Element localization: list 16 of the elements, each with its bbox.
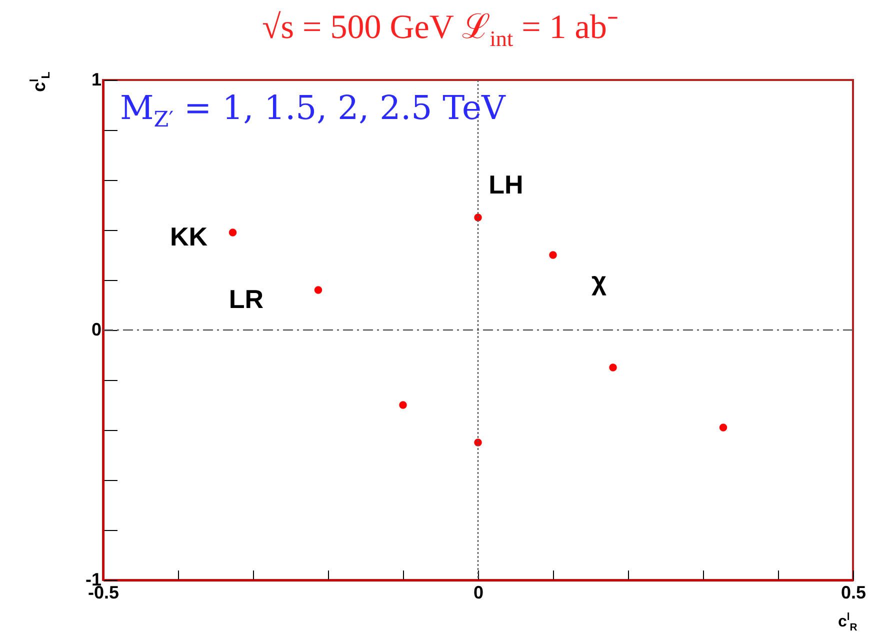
chart-subtitle: M$_{Z′}$ = 1, 1.5, 2, 2.5 TeV	[120, 88, 506, 133]
annotation: KK	[170, 222, 208, 252]
point	[609, 364, 617, 372]
point	[314, 286, 322, 294]
x-tick-label: 0	[473, 582, 484, 602]
annotation: χ	[592, 266, 607, 296]
y-tick-label: 0	[91, 320, 102, 340]
annotation: LH	[488, 170, 524, 200]
point	[228, 228, 237, 236]
point	[399, 401, 407, 409]
y-tick-label: 1	[91, 70, 102, 90]
chart-title: √s = 500 GeV ℒ$_{int}$ = 1 ab⁻	[261, 8, 619, 52]
x-tick-label: 0.5	[840, 582, 866, 602]
point	[549, 251, 557, 259]
annotation: LR	[228, 284, 264, 314]
point	[719, 424, 728, 432]
